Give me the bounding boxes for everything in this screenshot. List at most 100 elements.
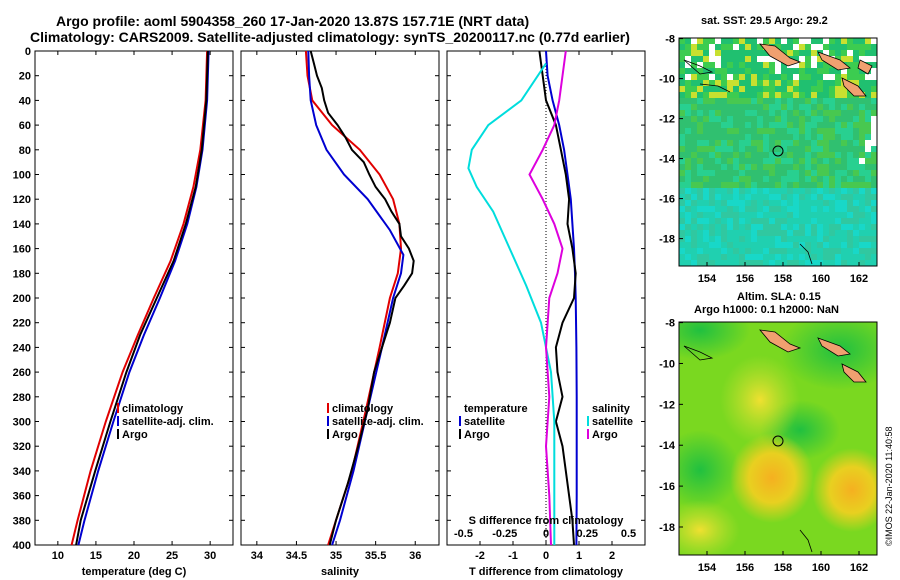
sst-cell [865,104,872,111]
sst-cell [865,140,872,147]
sst-cell [859,188,866,195]
sst-cell [787,248,794,255]
sst-cell [865,44,872,51]
sst-cell [787,164,794,171]
sst-cell [733,254,740,261]
sst-cell [679,50,686,57]
sst-cell [829,182,836,189]
sst-cell [859,128,866,135]
sst-cell [751,44,758,51]
sst-cell [691,188,698,195]
sst-cell [871,152,877,159]
sst-cell [829,200,836,207]
sst-cell [691,182,698,189]
depth-tick-label: 160 [13,244,31,256]
sst-cell [727,92,734,99]
sst-cell [757,50,764,57]
sst-cell [787,230,794,237]
sst-cell [721,224,728,231]
sst-cell [709,248,716,255]
sst-cell [739,254,746,261]
sst-cell [823,86,830,93]
sst-cell [865,200,872,207]
sst-cell [703,140,710,147]
sst-cell [793,206,800,213]
sst-cell [847,176,854,183]
top-x-tick-label: 0.25 [577,528,598,540]
series-line-argo [75,50,209,546]
sst-cell [811,164,818,171]
sst-cell [691,92,698,99]
sst-cell [871,170,877,177]
sst-cell [775,218,782,225]
sst-cell [811,188,818,195]
sst-cell [793,200,800,207]
sst-cell [835,38,842,45]
sst-cell [697,200,704,207]
sst-cell [691,116,698,123]
sst-cell [841,74,848,81]
sst-cell [685,230,692,237]
sst-cell [811,140,818,147]
sst-cell [727,188,734,195]
sst-cell [721,134,728,141]
sst-cell [739,116,746,123]
sst-cell [823,98,830,105]
sst-cell [709,74,716,81]
sst-cell [745,242,752,249]
sst-cell [697,38,704,45]
series-line-climatology [70,50,209,546]
sst-cell [775,248,782,255]
sst-cell [811,230,818,237]
sst-cell [679,98,686,105]
depth-tick-label: 360 [13,491,31,503]
map-lon-label: 154 [698,562,717,574]
sst-cell [775,176,782,183]
sst-cell [739,158,746,165]
sst-cell [865,182,872,189]
sst-cell [841,242,848,249]
sst-cell [679,62,686,69]
sst-cell [739,188,746,195]
sst-cell [769,206,776,213]
sst-cell [733,80,740,87]
sst-cell [871,200,877,207]
sst-cell [853,188,860,195]
sst-cell [787,80,794,87]
sst-cell [733,200,740,207]
sst-cell [853,128,860,135]
sst-cell [799,62,806,69]
sst-cell [853,224,860,231]
sst-cell [811,176,818,183]
sst-cell [787,188,794,195]
sst-cell [817,218,824,225]
sst-cell [787,122,794,129]
sst-cell [703,188,710,195]
sst-cell [745,218,752,225]
sst-cell [835,224,842,231]
sst-cell [847,104,854,111]
sst-cell [781,260,788,266]
sdiff-legend-label: salinity [592,403,631,415]
sst-cell [811,38,818,45]
sst-cell [841,158,848,165]
sst-cell [679,110,686,117]
sst-cell [751,182,758,189]
sst-cell [703,44,710,51]
sst-cell [823,254,830,261]
sst-cell [751,116,758,123]
sst-cell [781,122,788,129]
sst-cell [853,56,860,63]
sst-cell [763,146,770,153]
sst-cell [751,200,758,207]
sst-cell [691,68,698,75]
sst-cell [721,104,728,111]
sst-cell [805,164,812,171]
sst-cell [859,140,866,147]
sst-cell [697,110,704,117]
sst-cell [721,236,728,243]
sst-cell [679,134,686,141]
sst-cell [769,230,776,237]
sst-cell [727,206,734,213]
sst-cell [811,242,818,249]
